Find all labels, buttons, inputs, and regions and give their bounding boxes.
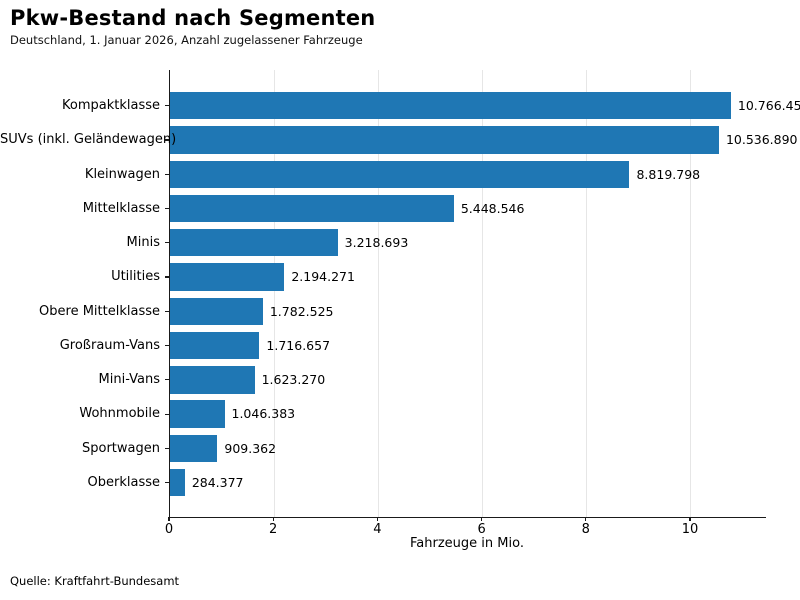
- x-tick: [168, 517, 170, 521]
- bar-value-label: 1.782.525: [269, 303, 334, 319]
- x-tick-label: 4: [373, 522, 382, 537]
- bar-value-label: 284.377: [191, 474, 244, 490]
- bar-value-label: 2.194.271: [291, 269, 355, 285]
- category-label: Oberklasse: [87, 474, 160, 490]
- bar-value-label: 10.766.456: [737, 98, 800, 113]
- bar: [170, 126, 719, 154]
- x-tick-label: 2: [269, 522, 278, 537]
- x-axis-title: Fahrzeuge in Mio.: [410, 536, 524, 551]
- bar: [170, 92, 731, 120]
- bar: [170, 434, 218, 463]
- category-label: Minis: [126, 235, 160, 251]
- bar: [170, 263, 285, 291]
- y-tick: [164, 173, 169, 175]
- x-tick-label: 10: [681, 522, 699, 537]
- x-tick-label: 0: [164, 522, 174, 537]
- y-tick: [164, 139, 169, 141]
- x-tick-label: 8: [581, 522, 590, 537]
- bar: [170, 331, 260, 360]
- bar: [170, 229, 338, 257]
- y-tick: [164, 207, 169, 210]
- y-tick: [164, 344, 169, 347]
- gridline: [377, 70, 379, 517]
- category-label: Obere Mittelklasse: [39, 303, 160, 319]
- category-label: SUVs (inkl. Geländewagen): [0, 132, 177, 148]
- bar: [170, 366, 255, 394]
- gridline: [482, 70, 484, 517]
- x-tick: [585, 517, 587, 521]
- category-label: Mini-Vans: [98, 372, 160, 388]
- y-tick: [164, 276, 169, 278]
- bar-value-label: 8.819.798: [636, 166, 701, 182]
- x-tick: [689, 517, 691, 521]
- y-tick: [164, 105, 169, 107]
- bar: [170, 400, 225, 428]
- category-label: Kompaktklasse: [62, 98, 160, 113]
- source-note: Quelle: Kraftfahrt-Bundesamt: [10, 574, 180, 588]
- x-tick: [272, 517, 274, 521]
- y-tick: [164, 310, 169, 312]
- bar-value-label: 10.536.890: [725, 132, 798, 148]
- y-tick: [164, 379, 169, 381]
- bar-value-label: 1.716.657: [266, 337, 331, 353]
- plot-area: 10.766.456 10.536.890 8.819.798 5.448.546 3.…: [169, 70, 800, 518]
- x-tick: [480, 517, 483, 521]
- bar: [170, 160, 630, 188]
- category-label: Mittelklasse: [82, 200, 160, 216]
- y-tick: [164, 447, 169, 449]
- gridline: [690, 70, 692, 517]
- bar-value-label: 5.448.546: [460, 200, 525, 216]
- chart-subtitle: Deutschland, 1. Januar 2026, Anzahl zuge…: [10, 33, 363, 47]
- category-label: Kleinwagen: [84, 166, 160, 182]
- bar-value-label: 1.046.383: [231, 406, 296, 422]
- y-tick: [164, 242, 169, 244]
- bar-value-label: 909.362: [224, 440, 277, 456]
- category-label: Wohnmobile: [79, 406, 160, 422]
- category-label: Utilities: [111, 269, 160, 285]
- bar: [170, 468, 185, 497]
- y-tick: [164, 482, 169, 484]
- x-tick-label: 6: [477, 522, 486, 537]
- x-tick: [376, 517, 378, 521]
- bar-value-label: 3.218.693: [344, 235, 409, 251]
- chart-title: Pkw-Bestand nach Segmenten: [10, 6, 376, 30]
- gridline: [273, 70, 275, 517]
- category-label: Sportwagen: [82, 440, 160, 456]
- bar: [170, 297, 263, 325]
- bar-value-label: 1.623.270: [261, 372, 326, 388]
- category-label: Großraum-Vans: [59, 337, 160, 353]
- bar: [170, 194, 454, 223]
- gridline: [586, 70, 588, 517]
- y-tick: [164, 413, 169, 415]
